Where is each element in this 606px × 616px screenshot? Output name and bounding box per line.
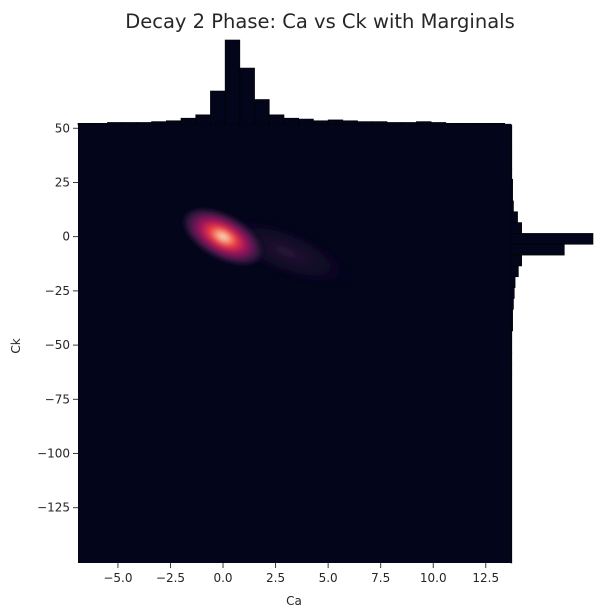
right-marginal-bar	[510, 222, 522, 234]
top-marginal-bar	[254, 99, 270, 126]
x-tick-label: −2.5	[156, 571, 185, 585]
top-marginal-bar	[136, 122, 152, 126]
chart-title: Decay 2 Phase: Ca vs Ck with Marginals	[125, 10, 515, 33]
y-tick-label: −50	[45, 338, 70, 352]
right-marginal-bar	[510, 298, 514, 310]
top-marginal-bar	[121, 122, 138, 126]
top-marginal-bar	[151, 121, 167, 126]
right-marginal-bar	[510, 330, 513, 343]
x-axis-label: Ca	[286, 594, 302, 608]
right-marginal-bar	[510, 319, 513, 332]
x-tick-label: −5.0	[103, 571, 132, 585]
y-tick-label: 50	[55, 121, 70, 135]
right-marginal-bar	[510, 200, 514, 213]
top-marginal-bar	[195, 114, 211, 126]
top-marginal-bar	[445, 123, 461, 126]
right-marginal-histogram	[510, 124, 594, 564]
y-axis: 50 25 0 −25 −50 −75 −100 −125	[37, 121, 78, 515]
right-marginal-bar	[510, 276, 516, 288]
right-marginal-bar	[510, 157, 513, 169]
y-axis-label: Ck	[9, 338, 23, 353]
x-tick-label: 0.0	[213, 571, 232, 585]
right-marginal-bar	[510, 189, 513, 202]
x-tick-label: 2.5	[266, 571, 285, 585]
x-axis: −5.0 −2.5 0.0 2.5 5.0 7.5 10.0 12.5	[103, 563, 499, 585]
x-tick-label: 12.5	[472, 571, 499, 585]
right-marginal-bar	[510, 211, 518, 223]
density-peak	[181, 207, 266, 267]
top-marginal-bar	[386, 122, 402, 126]
right-marginal-bar	[510, 146, 513, 158]
top-marginal-bar	[165, 120, 182, 126]
right-marginal-bar	[510, 374, 513, 564]
right-marginal-bar	[510, 124, 513, 137]
right-marginal-bar	[510, 135, 513, 147]
right-marginal-bar	[510, 287, 515, 299]
right-marginal-bar	[510, 243, 565, 256]
x-tick-label: 7.5	[371, 571, 390, 585]
top-marginal-bar	[401, 122, 417, 126]
right-marginal-bar	[510, 178, 513, 191]
top-marginal-bar	[489, 123, 505, 126]
y-tick-label: −75	[45, 392, 70, 406]
right-marginal-bar	[510, 254, 522, 267]
top-marginal-bar	[283, 117, 300, 126]
y-tick-label: −25	[45, 284, 70, 298]
right-marginal-bar	[510, 265, 519, 278]
top-marginal-bar	[224, 39, 241, 126]
top-marginal-bar	[268, 114, 285, 126]
top-marginal-bar	[92, 123, 108, 126]
density-background	[78, 125, 511, 563]
top-marginal-bar	[107, 122, 123, 126]
top-marginal-bar	[504, 123, 512, 126]
right-marginal-bar	[510, 363, 513, 375]
right-marginal-bar	[510, 341, 513, 353]
top-marginal-bar	[180, 117, 197, 126]
right-marginal-bar	[510, 352, 513, 364]
top-marginal-bar	[327, 119, 344, 126]
top-marginal-bar	[430, 122, 447, 126]
top-marginal-bar	[416, 121, 432, 126]
top-marginal-bar	[474, 123, 491, 126]
y-tick-label: 25	[55, 175, 70, 189]
top-marginal-bar	[342, 120, 358, 126]
right-marginal-bar	[510, 309, 513, 321]
top-marginal-bar	[371, 121, 388, 126]
right-marginal-bar	[510, 168, 513, 180]
top-marginal-bar	[239, 67, 255, 126]
y-tick-label: −100	[37, 447, 70, 461]
x-tick-label: 5.0	[319, 571, 338, 585]
top-marginal-bar	[77, 123, 94, 126]
top-marginal-bar	[460, 123, 476, 126]
top-marginal-histogram	[77, 39, 512, 126]
top-marginal-bar	[210, 90, 226, 126]
top-marginal-bar	[357, 121, 373, 126]
top-marginal-bar	[298, 118, 314, 126]
right-marginal-bar	[510, 233, 594, 245]
y-tick-label: −125	[37, 501, 70, 515]
joint-density-plot	[78, 125, 511, 563]
x-tick-label: 10.0	[420, 571, 447, 585]
y-tick-label: 0	[62, 230, 70, 244]
top-marginal-bar	[313, 120, 329, 126]
